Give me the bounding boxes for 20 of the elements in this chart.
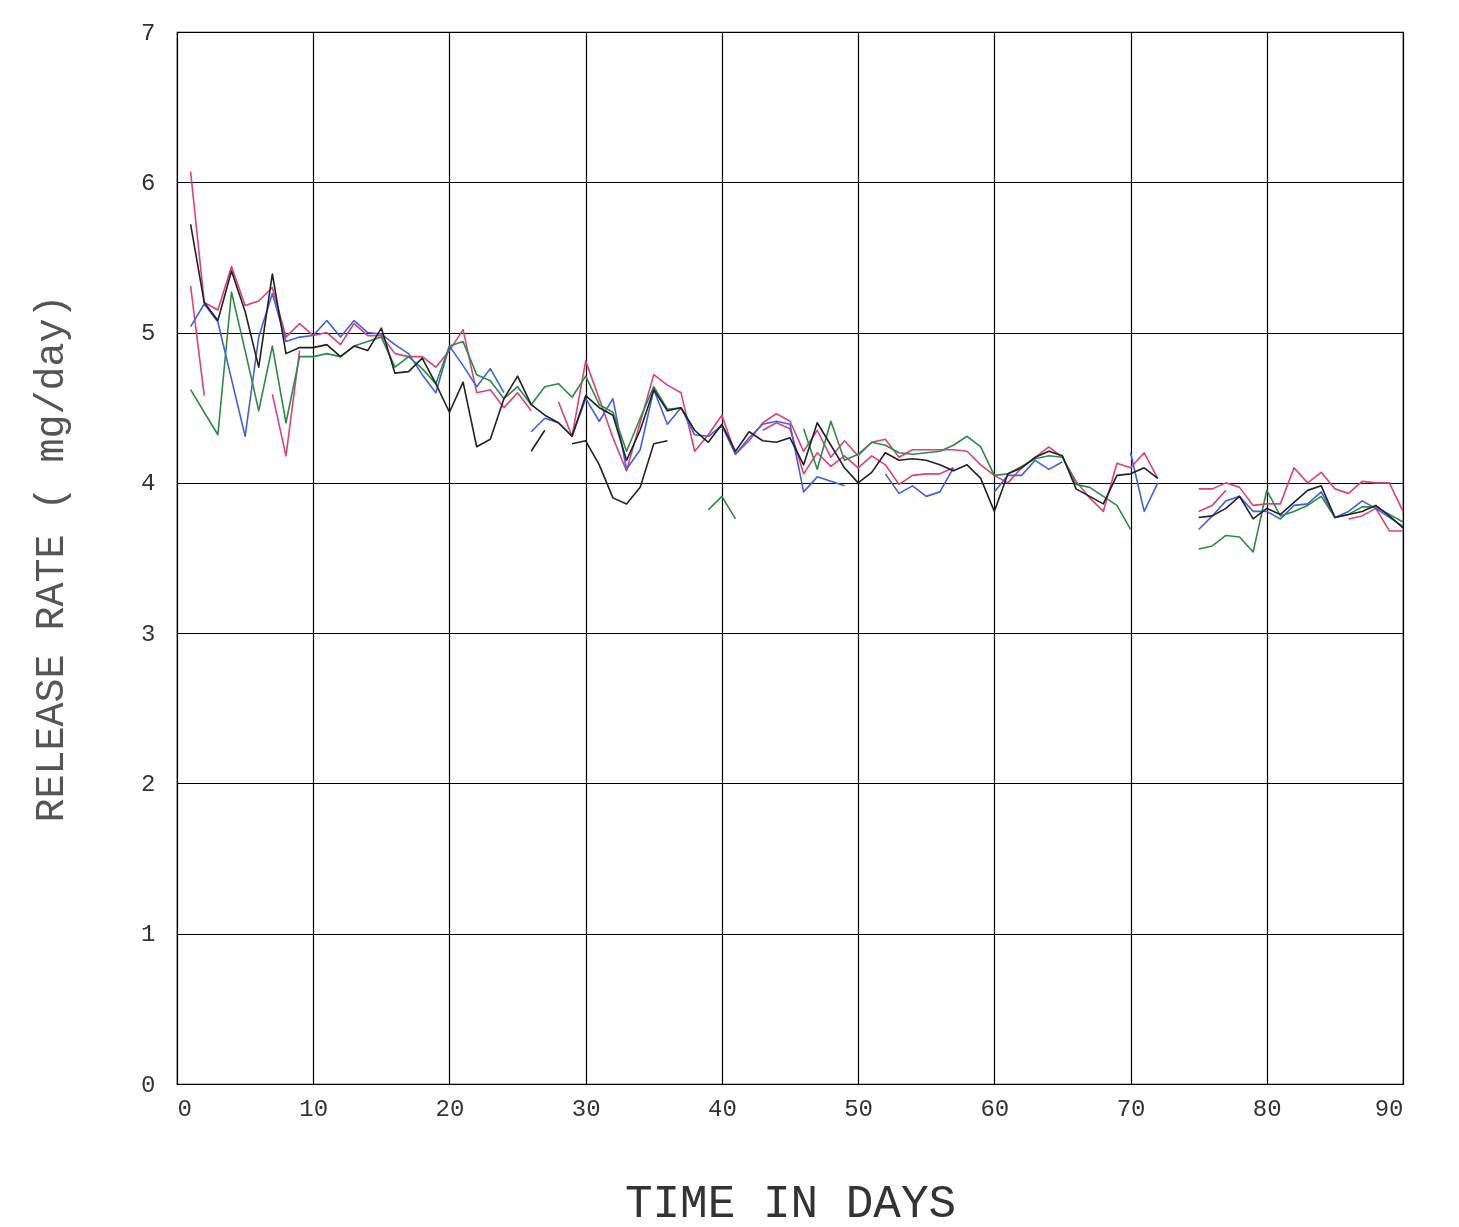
x-tick-label: 10 [299,1095,329,1123]
y-tick-label: 5 [141,320,156,348]
x-tick-label: 0 [177,1095,192,1123]
x-tick-label: 60 [980,1095,1010,1123]
x-axis-title: TIME IN DAYS [624,1178,957,1227]
y-tick-label: 6 [141,169,156,197]
x-tick-label: 30 [571,1095,601,1123]
y-axis-title: RELEASE RATE ( mg/day) [30,294,76,823]
x-tick-label: 40 [707,1095,737,1123]
x-tick-label: 70 [1116,1095,1146,1123]
x-tick-label: 90 [1374,1095,1404,1123]
x-tick-label: 80 [1252,1095,1282,1123]
x-tick-label: 20 [435,1095,465,1123]
y-tick-label: 0 [141,1071,156,1099]
y-tick-label: 3 [141,620,156,648]
y-tick-label: 7 [141,19,156,47]
y-tick-label: 1 [141,921,156,949]
y-tick-label: 4 [141,470,156,498]
x-tick-label: 50 [844,1095,874,1123]
y-tick-label: 2 [141,770,156,798]
